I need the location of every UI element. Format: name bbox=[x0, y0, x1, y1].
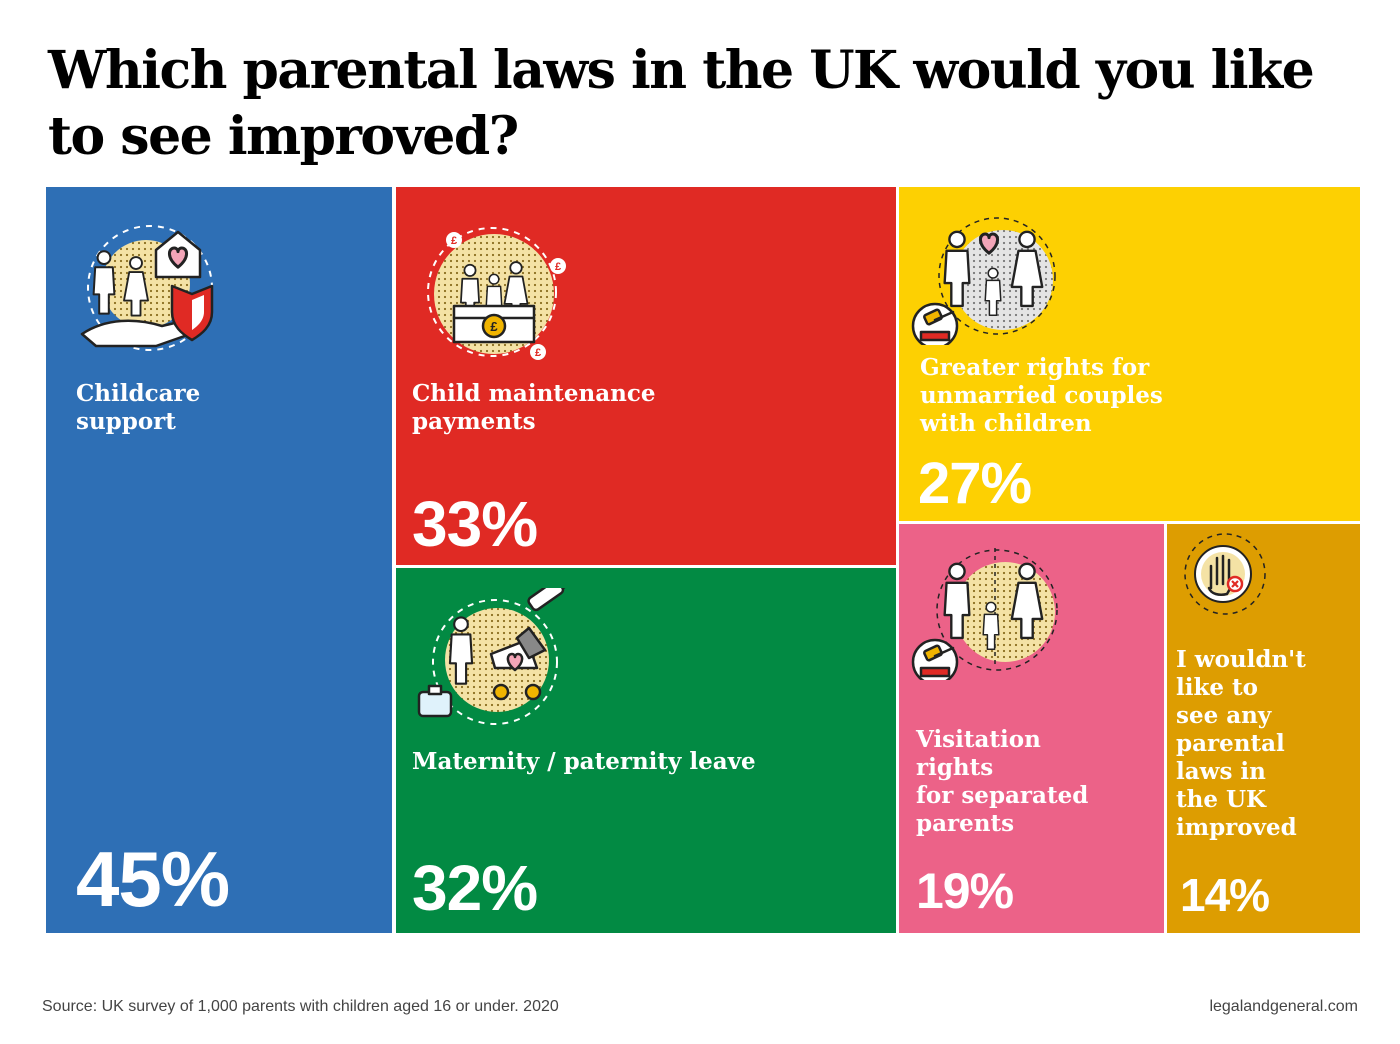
tile-label-childcare: Childcare support bbox=[76, 380, 201, 435]
unmarried-family-icon bbox=[905, 210, 1065, 350]
chart-title: Which parental laws in the UK would you … bbox=[48, 40, 1315, 167]
parental-leave-icon bbox=[405, 575, 571, 733]
tile-label-maintenance: Child maintenance payments bbox=[412, 380, 656, 435]
svg-text:£: £ bbox=[490, 319, 498, 334]
tile-value-childcare: 45% bbox=[76, 835, 230, 923]
tile-value-unmarried: 27% bbox=[918, 451, 1032, 516]
tile-value-none: 14% bbox=[1180, 869, 1270, 921]
childcare-icon bbox=[76, 222, 224, 354]
tile-value-visitation: 19% bbox=[916, 863, 1014, 919]
svg-text:£: £ bbox=[555, 261, 561, 273]
tile-value-maintenance: 33% bbox=[412, 488, 538, 560]
stop-hand-icon bbox=[1175, 532, 1275, 617]
tile-label-none: I wouldn't like to see any parental laws… bbox=[1176, 646, 1306, 841]
tile-label-leave: Maternity / paternity leave bbox=[412, 748, 756, 775]
child-maintenance-icon: £ £ £ £ bbox=[412, 222, 572, 362]
site-url[interactable]: legalandgeneral.com bbox=[1209, 998, 1358, 1015]
visitation-family-icon bbox=[905, 540, 1065, 686]
svg-text:£: £ bbox=[535, 347, 541, 359]
tile-value-leave: 32% bbox=[412, 852, 538, 924]
tile-label-visitation: Visitation rights for separated parents bbox=[916, 726, 1089, 837]
tile-none bbox=[1165, 522, 1362, 935]
tile-label-unmarried: Greater rights for unmarried couples wit… bbox=[920, 354, 1163, 437]
svg-text:£: £ bbox=[451, 235, 457, 247]
source-note: Source: UK survey of 1,000 parents with … bbox=[42, 998, 559, 1015]
